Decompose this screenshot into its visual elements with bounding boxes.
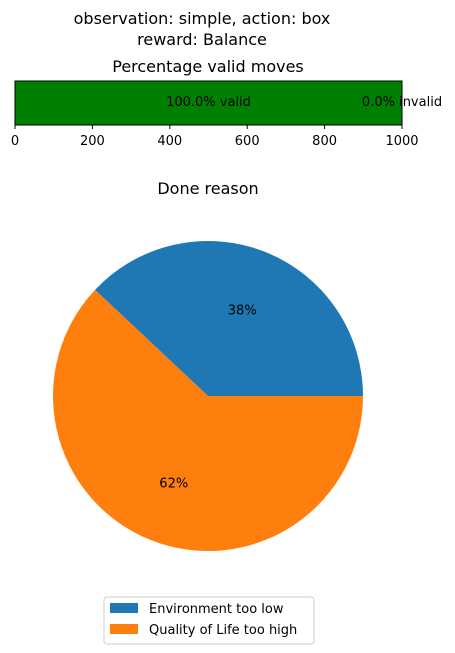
bar-x-tick-label: 1000 — [385, 134, 418, 149]
pie-slice-1 — [52, 289, 364, 551]
legend-label-1: Quality of Life too high — [149, 623, 297, 638]
bar-x-tick-label: 0 — [11, 134, 19, 149]
pie-slice-label-0: 38% — [228, 304, 257, 319]
legend-swatch-1 — [110, 624, 138, 634]
bar-chart-title: Percentage valid moves — [112, 57, 304, 76]
pie-legend: Environment too low Quality of Life too h… — [103, 596, 315, 645]
legend-frame — [103, 596, 315, 645]
pie-slice-label-1: 62% — [159, 476, 188, 491]
pie-slices: 38% 62% — [52, 241, 364, 551]
bar-x-ticks: 0 200 400 600 800 1000 — [11, 125, 419, 149]
done-reason-chart: Done reason 38% 62% — [52, 179, 364, 551]
legend-label-0: Environment too low — [149, 602, 284, 617]
legend-swatch-0 — [110, 603, 138, 613]
bar-x-tick-label: 400 — [157, 134, 182, 149]
bar-x-tick-label: 600 — [235, 134, 260, 149]
suptitle-line2: reward: Balance — [137, 30, 267, 49]
bar-segments: 100.0% valid 0.0% invalid — [15, 81, 442, 125]
bar-axes-frame — [14, 80, 403, 126]
suptitle-line1: observation: simple, action: box — [74, 9, 331, 28]
bar-x-tick-label: 200 — [80, 134, 105, 149]
bar-segment-0 — [15, 81, 402, 125]
pie-chart-title: Done reason — [157, 179, 258, 198]
pie-slice-0 — [95, 241, 364, 396]
bar-segment-label-0: 100.0% valid — [166, 95, 251, 110]
valid-moves-chart: Percentage valid moves 100.0% valid 0.0% … — [11, 57, 442, 149]
bar-x-tick-label: 800 — [312, 134, 337, 149]
